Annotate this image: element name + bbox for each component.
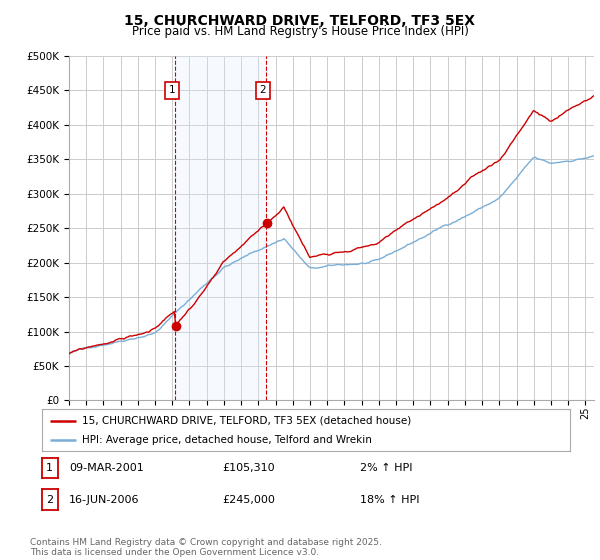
Text: £105,310: £105,310: [222, 463, 275, 473]
Text: Price paid vs. HM Land Registry's House Price Index (HPI): Price paid vs. HM Land Registry's House …: [131, 25, 469, 38]
Text: Contains HM Land Registry data © Crown copyright and database right 2025.
This d: Contains HM Land Registry data © Crown c…: [30, 538, 382, 557]
Text: 18% ↑ HPI: 18% ↑ HPI: [360, 494, 419, 505]
Text: 1: 1: [46, 463, 53, 473]
Bar: [175, 56, 266, 400]
Text: £245,000: £245,000: [222, 494, 275, 505]
Text: 2: 2: [46, 494, 53, 505]
Text: 09-MAR-2001: 09-MAR-2001: [69, 463, 144, 473]
Text: HPI: Average price, detached house, Telford and Wrekin: HPI: Average price, detached house, Telf…: [82, 435, 371, 445]
Text: 1: 1: [169, 86, 175, 95]
Text: 2: 2: [260, 86, 266, 95]
Text: 16-JUN-2006: 16-JUN-2006: [69, 494, 139, 505]
Text: 15, CHURCHWARD DRIVE, TELFORD, TF3 5EX (detached house): 15, CHURCHWARD DRIVE, TELFORD, TF3 5EX (…: [82, 416, 411, 426]
Text: 2% ↑ HPI: 2% ↑ HPI: [360, 463, 413, 473]
Text: 15, CHURCHWARD DRIVE, TELFORD, TF3 5EX: 15, CHURCHWARD DRIVE, TELFORD, TF3 5EX: [125, 14, 476, 28]
